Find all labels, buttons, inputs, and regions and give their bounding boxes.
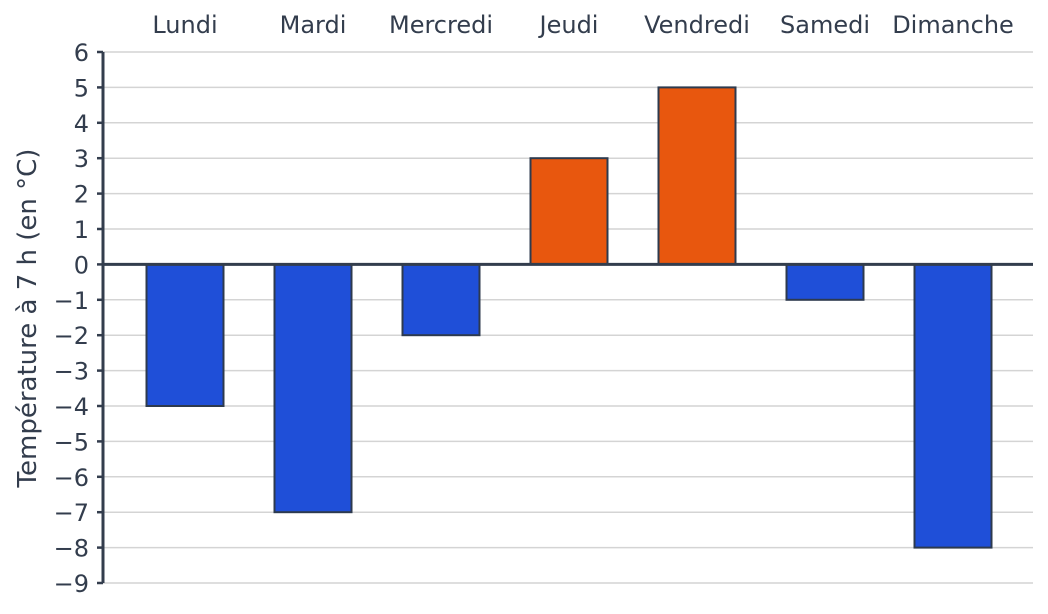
bar-samedi: [785, 263, 865, 301]
bar-lundi: [145, 263, 225, 407]
y-tick-label: 6: [74, 39, 89, 67]
category-label-lundi: Lundi: [152, 11, 217, 39]
y-tick-label: 4: [74, 110, 89, 138]
bars: [145, 86, 993, 549]
bar-dimanche: [913, 263, 993, 549]
y-tick-label: −2: [54, 322, 89, 350]
category-label-mardi: Mardi: [280, 11, 347, 39]
y-axis-label: Température à 7 h (en °C): [13, 149, 43, 489]
bar-mardi: [273, 263, 353, 514]
y-tick-label: −3: [54, 358, 89, 386]
y-tick-label: −9: [54, 570, 89, 598]
y-tick-label: −1: [54, 287, 89, 315]
y-tick-label: −7: [54, 499, 89, 527]
category-label-mercredi: Mercredi: [389, 11, 493, 39]
y-tick-label: 1: [74, 216, 89, 244]
bar-vendredi: [657, 86, 737, 266]
y-tick-label: −8: [54, 535, 89, 563]
category-label-vendredi: Vendredi: [644, 11, 750, 39]
category-label-dimanche: Dimanche: [892, 11, 1014, 39]
y-tick-label: 3: [74, 145, 89, 173]
category-label-samedi: Samedi: [780, 11, 870, 39]
y-tick-label: −4: [54, 393, 89, 421]
bar-jeudi: [529, 157, 609, 266]
y-tick-label: −6: [54, 464, 89, 492]
bar-mercredi: [401, 263, 481, 337]
y-tick-label: 0: [74, 251, 89, 279]
y-axis: 6 5 4 3 2 1 0 −1 −2 −3 −4 −5 −6 −7 −8 −9: [54, 39, 1033, 598]
category-labels: Lundi Mardi Mercredi Jeudi Vendredi Samedi Dim…: [152, 11, 1013, 39]
category-label-jeudi: Jeudi: [538, 11, 599, 39]
y-tick-label: 5: [74, 74, 89, 102]
y-tick-label: −5: [54, 428, 89, 456]
gridlines: [103, 51, 1033, 584]
y-tick-label: 2: [74, 181, 89, 209]
